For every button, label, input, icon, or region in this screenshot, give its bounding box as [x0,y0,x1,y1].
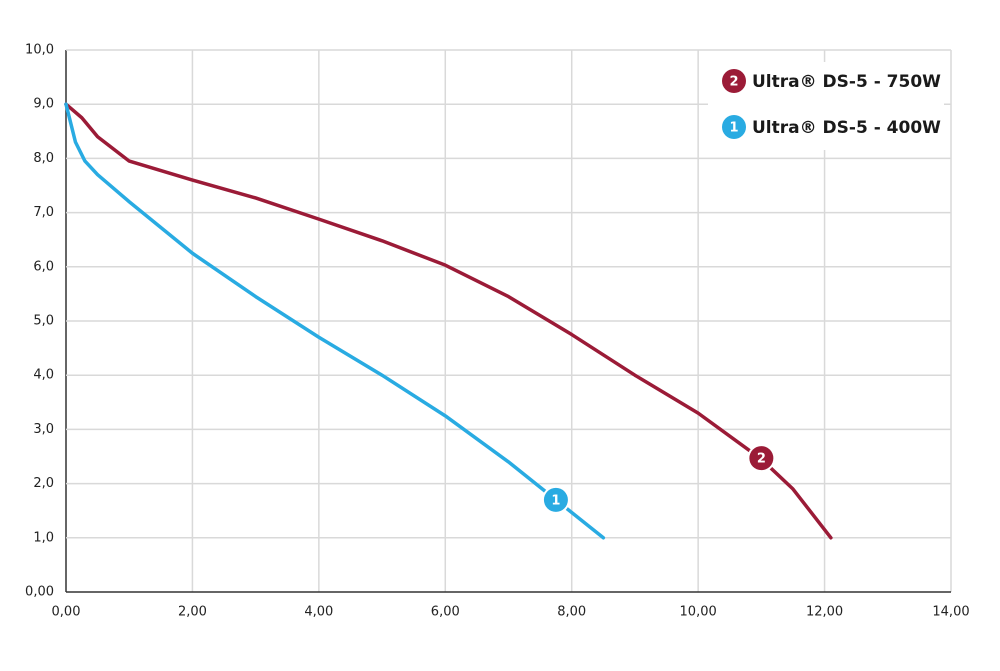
x-tick-label: 12,00 [806,605,843,620]
series-line [64,102,606,540]
badge-text: 2 [729,75,738,90]
y-tick-label: 6,0 [33,259,54,274]
y-tick-label: 8,0 [33,151,54,166]
badge: 2 [749,446,774,471]
x-tick-label: 8,00 [557,605,586,620]
x-tick-label: 6,00 [431,605,460,620]
x-tick-label: 4,00 [304,605,333,620]
series-line [64,102,833,540]
y-tick-label: 3,0 [33,422,54,437]
badge-text: 2 [757,452,766,467]
badge: 2 [722,69,746,93]
y-tick-label: 7,0 [33,205,54,220]
badge-circle [543,487,568,512]
legend-label: Ultra® DS-5 - 400W [752,118,941,138]
y-tick-label: 10,0 [25,43,54,58]
y-tick-label: 4,0 [33,368,54,383]
y-tick-label: 0,00 [25,585,54,600]
x-tick-label: 2,00 [178,605,207,620]
x-tick-label: 0,00 [52,605,81,620]
x-tick-label: 14,00 [932,605,969,620]
badge: 1 [543,487,568,512]
y-tick-label: 9,0 [33,97,54,112]
legend-label: Ultra® DS-5 - 750W [752,72,941,92]
y-tick-label: 2,0 [33,476,54,491]
x-tick-label: 10,00 [680,605,717,620]
badge: 1 [722,115,746,139]
y-tick-label: 5,0 [33,314,54,329]
badge-circle [722,69,746,93]
badge-circle [749,446,774,471]
badge-text: 1 [729,121,738,136]
y-tick-label: 1,0 [33,530,54,545]
badge-text: 1 [551,493,560,508]
legend-box [708,62,944,150]
badge-circle [722,115,746,139]
